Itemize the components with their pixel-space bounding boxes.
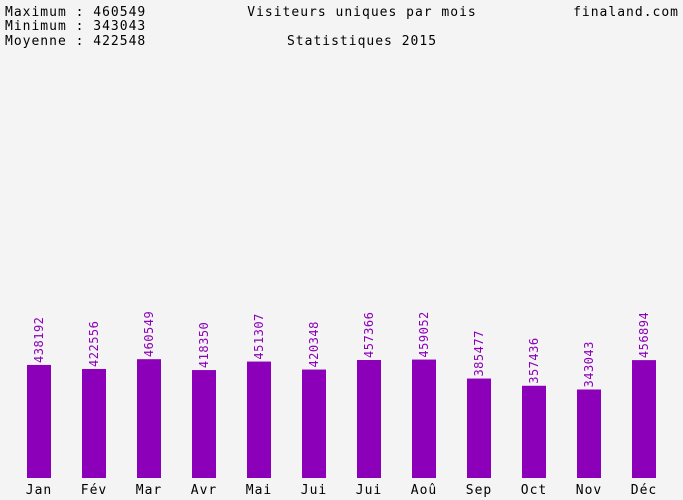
month-label-12: Déc xyxy=(631,483,657,498)
bar-value-label-12: 456894 xyxy=(637,312,651,358)
bar-value-label-10: 357436 xyxy=(527,337,541,383)
bar-value-label-11: 343043 xyxy=(582,341,596,387)
month-label-7: Jui xyxy=(356,483,382,498)
bar-4 xyxy=(192,370,216,478)
month-label-3: Mar xyxy=(136,483,162,498)
bar-value-label-7: 457366 xyxy=(362,312,376,358)
month-label-10: Oct xyxy=(521,483,547,498)
stat-maximum: Maximum : 460549 xyxy=(5,5,146,20)
month-label-5: Mai xyxy=(246,483,272,498)
bar-5 xyxy=(247,361,271,478)
bar-8 xyxy=(412,359,436,478)
bar-3 xyxy=(137,359,161,478)
month-label-8: Aoû xyxy=(411,483,437,498)
bar-6 xyxy=(302,369,326,478)
bar-value-label-9: 385477 xyxy=(472,330,486,376)
bar-12 xyxy=(632,360,656,478)
bar-value-label-3: 460549 xyxy=(142,311,156,357)
stat-minimum: Minimum : 343043 xyxy=(5,19,146,34)
bar-value-label-6: 420348 xyxy=(307,321,321,367)
bar-9 xyxy=(467,378,491,478)
site-name: finaland.com xyxy=(573,5,679,20)
bar-11 xyxy=(577,389,601,478)
month-label-6: Jui xyxy=(301,483,327,498)
month-label-9: Sep xyxy=(466,483,492,498)
month-label-11: Nov xyxy=(576,483,602,498)
month-label-1: Jan xyxy=(26,483,52,498)
bar-10 xyxy=(522,385,546,478)
chart-subtitle: Statistiques 2015 xyxy=(287,34,437,49)
month-label-2: Fév xyxy=(81,483,107,498)
month-label-4: Avr xyxy=(191,483,217,498)
bars-group: 438192 Jan 422556 Fév 460549 Mar 418350 Avr 4513… xyxy=(26,311,657,498)
stat-average: Moyenne : 422548 xyxy=(5,34,146,49)
bar-2 xyxy=(82,368,106,478)
bar-value-label-1: 438192 xyxy=(32,317,46,363)
bar-7 xyxy=(357,359,381,478)
chart-title: Visiteurs uniques par mois xyxy=(247,5,477,20)
bar-value-label-2: 422556 xyxy=(87,321,101,367)
bar-1 xyxy=(27,364,51,478)
bar-value-label-4: 418350 xyxy=(197,322,211,368)
bar-value-label-5: 451307 xyxy=(252,313,266,359)
bar-value-label-8: 459052 xyxy=(417,311,431,357)
